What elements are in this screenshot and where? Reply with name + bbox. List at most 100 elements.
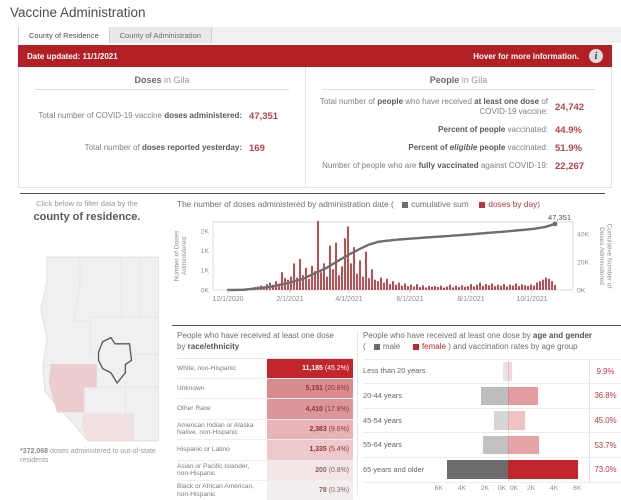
hover-info-label: Hover for more information. (473, 51, 579, 61)
female-bar[interactable] (508, 460, 579, 480)
female-swatch (412, 343, 419, 350)
section-divider (20, 193, 605, 194)
male-bar[interactable] (481, 386, 508, 406)
left-axis-tick: 0K (201, 287, 210, 294)
cumulative-sum-legend: cumulative sum (411, 199, 469, 209)
county-pima[interactable] (81, 413, 135, 442)
race-row: Unknown 5,151 (20.8%) (177, 378, 353, 400)
kpi-row: Percent of people vaccinated: 44.9% (316, 125, 601, 136)
male-bar[interactable] (494, 411, 508, 430)
kpi-value: 169 (249, 143, 265, 154)
race-highlight-table: White, non-Hispanic 11,185 (45.2%) Unknow… (177, 357, 353, 500)
race-ethnicity-panel: People who have received at least one do… (177, 331, 353, 500)
female-bar[interactable] (508, 362, 513, 381)
race-row: Hispanic or Latino 1,335 (5.4%) (177, 440, 353, 461)
doses-time-series-chart[interactable]: 47,351 2K 1K 1K 0K 40K 20K 0K 12/1/2020 2/1/2021 4… (173, 212, 621, 314)
x-axis-tick: 8/1/2021 (457, 296, 484, 303)
x-axis-tick: 6/1/2021 (396, 296, 423, 303)
race-row: Black or African American, non-Hispanic … (177, 480, 353, 500)
race-label: Black or African American, non-Hispanic (177, 483, 254, 498)
race-bar[interactable]: 78 (0.3%) (267, 480, 353, 500)
male-swatch (373, 343, 380, 350)
race-bar[interactable]: 2,383 (9.6%) (267, 419, 353, 440)
race-bar[interactable]: 11,185 (45.2%) (267, 358, 353, 378)
female-bar[interactable] (508, 386, 538, 406)
right-axis-tick: 40K (577, 232, 590, 239)
cumulative-line[interactable] (226, 222, 557, 292)
x-axis-tick: 2/1/2021 (276, 296, 303, 303)
kpi-value: 44.9% (555, 124, 582, 136)
age-gender-bars: Less than 20 years 9.9% 20-44 years 36.8… (363, 358, 621, 483)
age-axis-tick: 2K (526, 484, 536, 492)
age-bars (433, 384, 583, 408)
doses-panel: Doses in Gila Total number of COVID-19 v… (19, 67, 306, 187)
kpi-section: Doses in Gila Total number of COVID-19 v… (18, 67, 612, 188)
age-bars (433, 359, 583, 384)
page-title: Vaccine Administration (10, 5, 146, 20)
vaccination-rate: 53.7% (589, 433, 621, 457)
age-axis-tick: 0K (497, 484, 507, 492)
race-row: American Indian or Alaska Native, non-Hi… (177, 419, 353, 441)
vaccination-rate: 73.0% (589, 457, 621, 482)
zero-axis-line (508, 433, 509, 457)
date-updated-label: Date updated: 11/1/2021 (27, 51, 118, 61)
kpi-value: 47,351 (249, 111, 279, 122)
zero-axis-line (508, 359, 509, 384)
race-label: Other Race (177, 405, 211, 413)
daily-dose-bars[interactable] (230, 221, 556, 290)
left-axis-tick: 2K (201, 228, 210, 235)
people-panel: People in Gila Total number of people wh… (306, 67, 611, 187)
age-row: 20-44 years 36.8% (363, 384, 621, 409)
age-row: 45-54 years 45.0% (363, 408, 621, 434)
county-borders (42, 257, 159, 441)
age-group-label: 45-54 years (363, 415, 403, 425)
county-maricopa[interactable] (48, 364, 97, 413)
section-divider-2 (172, 325, 621, 326)
doses-panel-title: Doses in Gila (35, 71, 289, 90)
left-axis-tick: 1K (201, 248, 210, 255)
kpi-label: Total number of COVID-19 vaccine doses a… (38, 111, 242, 121)
out-of-state-footnote: *372,068 doses administered to out-of-st… (20, 448, 156, 465)
x-axis-tick: 12/1/2020 (212, 296, 243, 303)
age-group-label: 65 years and older (363, 464, 425, 474)
male-bar[interactable] (446, 460, 508, 480)
tab-county-of-residence[interactable]: County of Residence (19, 27, 110, 43)
kpi-value: 24,742 (555, 101, 585, 113)
doses-chart-title: The number of doses administered by admi… (177, 199, 540, 209)
male-legend: male (382, 341, 401, 351)
info-icon[interactable]: i (589, 49, 603, 63)
vaccination-rate: 9.9% (589, 359, 621, 384)
race-label: American Indian or Alaska Native, non-Hi… (177, 421, 254, 437)
tab-county-of-administration[interactable]: County of Administration (109, 27, 212, 43)
date-banner: Date updated: 11/1/2021 Hover for more i… (18, 45, 612, 67)
age-bars (433, 408, 583, 433)
map-filter-instruction: Click below to filter data by the county… (33, 199, 141, 223)
age-axis: 0K 0K 2K 2K 4K 4K 6K 6K (433, 483, 583, 494)
race-bar[interactable]: 5,151 (20.8%) (267, 378, 353, 399)
race-bar[interactable]: 1,335 (5.4%) (267, 440, 353, 460)
arizona-county-map[interactable] (30, 251, 165, 447)
race-bar[interactable]: 200 (0.8%) (267, 460, 353, 480)
male-bar[interactable] (482, 435, 508, 455)
age-row: 55-64 years 53.7% (363, 433, 621, 458)
female-bar[interactable] (508, 435, 540, 455)
doses-by-day-swatch (479, 201, 486, 208)
race-row: Other Race 4,410 (17.8%) (177, 399, 353, 420)
county-gila-selected[interactable] (97, 336, 133, 384)
vaccination-rate: 36.8% (589, 384, 621, 408)
left-axis-title: Number of DosesAdministered (174, 230, 189, 281)
race-bar[interactable]: 4,410 (17.8%) (267, 399, 353, 419)
race-label: Asian or Pacific Islander, non-Hispanic (177, 462, 250, 478)
race-label: Hispanic or Latino (177, 446, 230, 454)
left-axis-tick: 1K (201, 268, 210, 275)
age-axis-tick: 4K (457, 484, 467, 492)
kpi-label: Number of people who are fully vaccinate… (322, 161, 548, 171)
female-bar[interactable] (508, 411, 526, 430)
race-label: White, non-Hispanic (177, 364, 237, 372)
male-bar[interactable] (502, 362, 508, 381)
vaccination-rate: 45.0% (589, 408, 621, 433)
tab-bar: County of Residence County of Administra… (18, 27, 621, 43)
age-group-label: Less than 20 years (363, 366, 426, 376)
